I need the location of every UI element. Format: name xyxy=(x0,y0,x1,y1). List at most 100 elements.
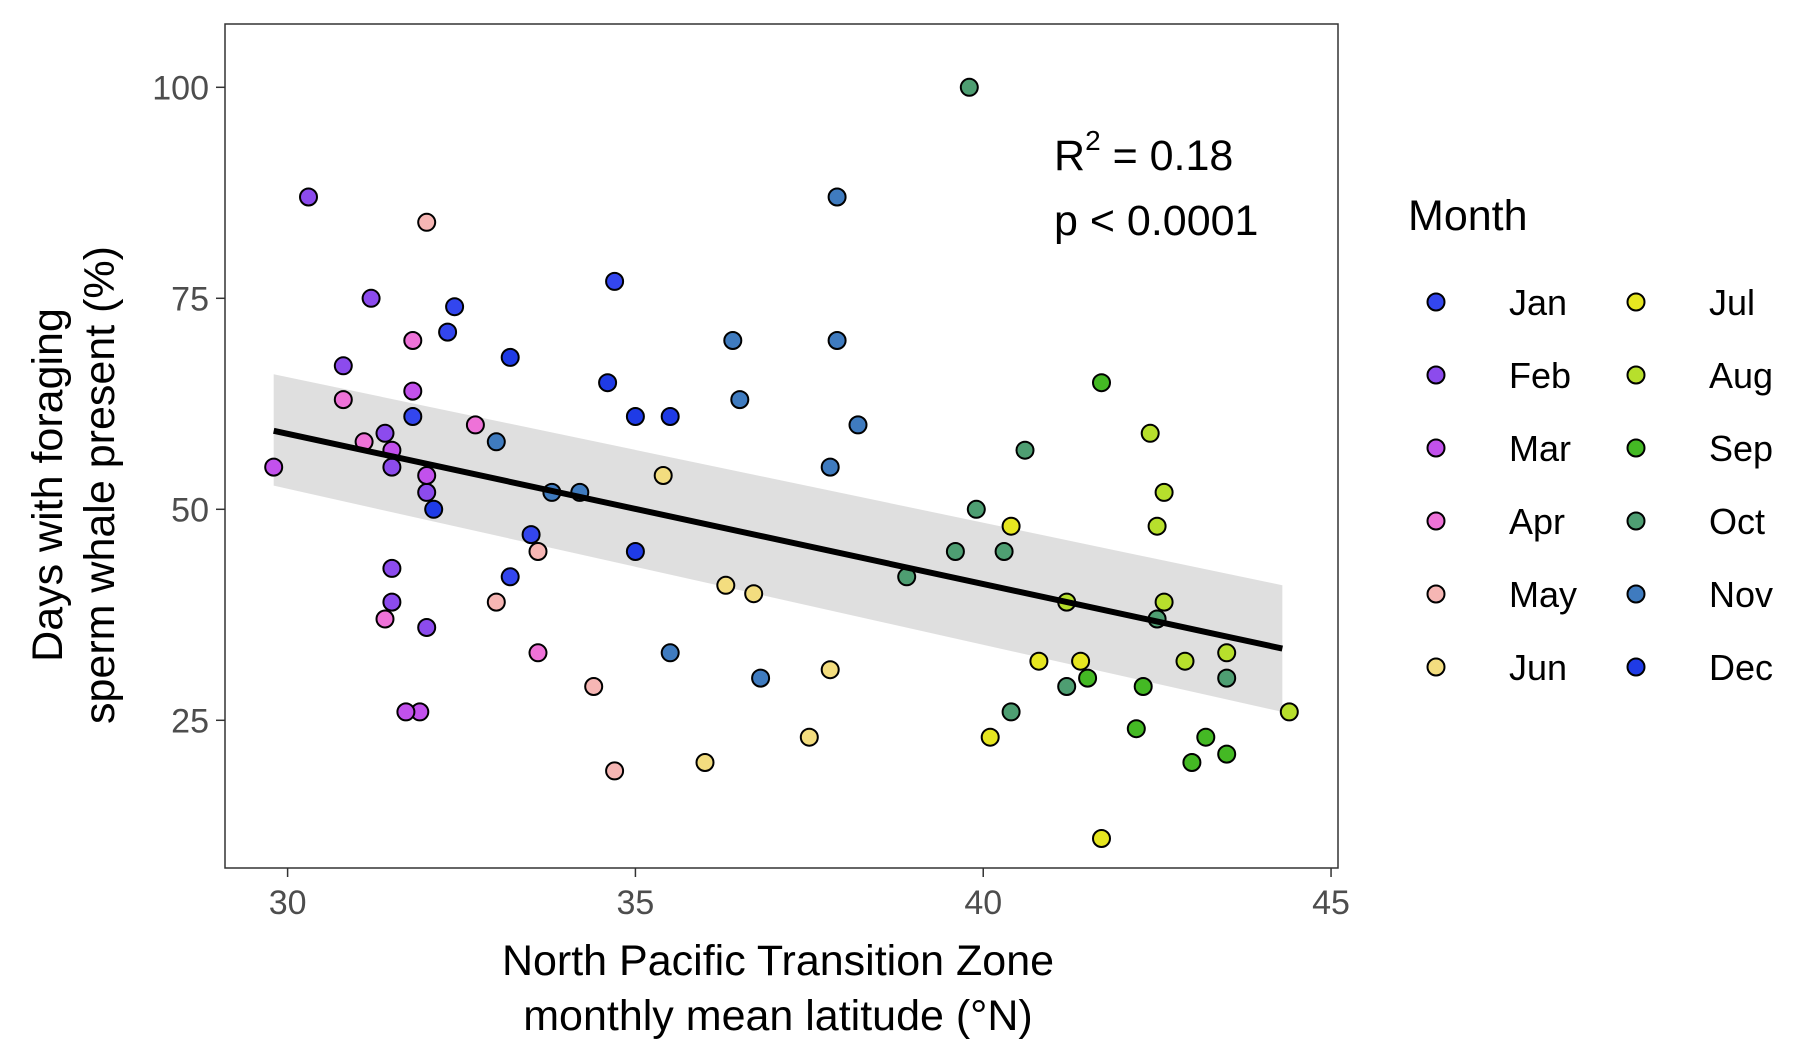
y-tick-label: 75 xyxy=(171,280,209,318)
stat-annotation: R2 = 0.18 p < 0.0001 xyxy=(1054,125,1258,245)
data-point-oct xyxy=(1015,440,1035,460)
data-point-may xyxy=(486,592,506,612)
data-point-oct xyxy=(1217,668,1237,688)
legend-label-aug: Aug xyxy=(1709,355,1773,396)
data-point-oct xyxy=(1057,677,1077,696)
data-point-sep xyxy=(1182,753,1202,772)
data-point-jul xyxy=(1071,651,1091,671)
data-point-aug xyxy=(1175,651,1195,671)
data-point-mar xyxy=(403,381,423,401)
legend-label-dec: Dec xyxy=(1709,647,1773,688)
data-point-may xyxy=(605,761,625,781)
data-point-nov xyxy=(820,457,840,477)
legend-label-feb: Feb xyxy=(1509,355,1571,396)
data-point-jan xyxy=(445,297,465,317)
data-point-dec xyxy=(625,542,645,561)
plot-border xyxy=(224,23,1339,869)
legend-key-jul xyxy=(1626,292,1646,312)
data-point-nov xyxy=(723,331,743,350)
legend-key-dec xyxy=(1626,657,1646,677)
data-point-feb xyxy=(361,288,381,308)
data-point-jan xyxy=(403,407,423,426)
data-point-apr xyxy=(375,609,395,629)
data-point-oct xyxy=(994,542,1014,561)
data-point-jul xyxy=(1029,651,1049,671)
data-point-feb xyxy=(417,482,437,502)
data-point-mar xyxy=(417,466,437,485)
data-point-dec xyxy=(500,347,520,367)
x-axis-title-line-1: North Pacific Transition Zone xyxy=(502,937,1054,985)
legend-label-sep: Sep xyxy=(1709,428,1773,469)
data-point-nov xyxy=(660,643,680,663)
data-point-jul xyxy=(1092,829,1111,848)
legend-key-nov xyxy=(1626,584,1646,604)
data-point-feb xyxy=(333,356,353,376)
y-tick-label: 25 xyxy=(171,702,209,740)
data-point-nov xyxy=(751,668,771,688)
legend: Month Jan Feb Mar Apr May Jun Jul Aug Sep Oct Nov D… xyxy=(1408,192,1773,688)
legend-key-feb xyxy=(1426,365,1446,385)
data-point-may xyxy=(584,677,604,696)
data-point-dec xyxy=(625,407,645,426)
data-point-oct xyxy=(966,499,986,519)
data-point-nov xyxy=(827,187,847,207)
data-point-jan xyxy=(605,271,625,291)
data-point-aug xyxy=(1140,423,1160,443)
y-axis-title: Days with foraging sperm whale present (… xyxy=(24,246,124,724)
y-axis-title-line-2: sperm whale present (%) xyxy=(76,246,124,724)
x-tick-label: 35 xyxy=(617,884,655,922)
legend-label-oct: Oct xyxy=(1709,501,1765,542)
data-point-oct xyxy=(945,542,965,561)
x-tick-label: 30 xyxy=(269,884,307,922)
data-point-jun xyxy=(799,727,819,747)
data-point-dec xyxy=(598,373,618,393)
data-point-jan xyxy=(500,567,520,587)
data-point-feb xyxy=(382,592,402,612)
data-point-jun xyxy=(716,575,736,595)
data-point-apr xyxy=(333,390,353,410)
data-point-aug xyxy=(1217,643,1237,663)
data-point-sep xyxy=(1078,668,1098,688)
data-point-jan xyxy=(521,525,541,545)
data-point-sep xyxy=(1092,373,1111,393)
data-point-may xyxy=(417,212,437,232)
data-point-apr xyxy=(528,643,548,663)
data-point-may xyxy=(528,542,548,561)
data-point-nov xyxy=(848,415,868,435)
legend-key-mar xyxy=(1426,438,1446,458)
x-axis-title-line-2: monthly mean latitude (°N) xyxy=(523,992,1033,1040)
data-point-aug xyxy=(1154,482,1174,502)
data-point-feb xyxy=(375,423,395,443)
legend-key-may xyxy=(1426,584,1446,604)
data-point-feb xyxy=(382,457,402,477)
data-point-aug xyxy=(1147,516,1167,536)
data-point-dec xyxy=(660,407,680,426)
x-tick-label: 40 xyxy=(964,884,1002,922)
legend-label-may: May xyxy=(1509,574,1577,615)
regression-line xyxy=(273,427,1283,652)
y-tick-label: 50 xyxy=(171,491,209,529)
legend-label-jul: Jul xyxy=(1709,282,1755,323)
data-point-oct xyxy=(959,77,979,97)
legend-title: Month xyxy=(1408,192,1528,240)
axes: 30 35 40 45 25 50 75 100 xyxy=(152,23,1350,922)
data-point-jun xyxy=(653,466,673,485)
legend-key-sep xyxy=(1626,438,1646,458)
legend-label-jun: Jun xyxy=(1509,647,1567,688)
x-tick-label: 45 xyxy=(1312,884,1350,922)
data-point-aug xyxy=(1154,592,1174,612)
data-point-apr xyxy=(403,331,423,350)
data-point-feb xyxy=(299,187,318,207)
data-point-jun xyxy=(744,584,764,604)
data-point-nov xyxy=(730,390,750,410)
legend-key-aug xyxy=(1626,365,1646,385)
data-point-oct xyxy=(1001,702,1021,722)
data-point-feb xyxy=(382,558,402,578)
data-point-sep xyxy=(1133,677,1153,696)
data-point-aug xyxy=(1279,702,1299,722)
legend-key-oct xyxy=(1626,511,1646,531)
legend-label-mar: Mar xyxy=(1509,428,1571,469)
confidence-band xyxy=(273,374,1283,712)
data-point-dec xyxy=(424,499,444,519)
